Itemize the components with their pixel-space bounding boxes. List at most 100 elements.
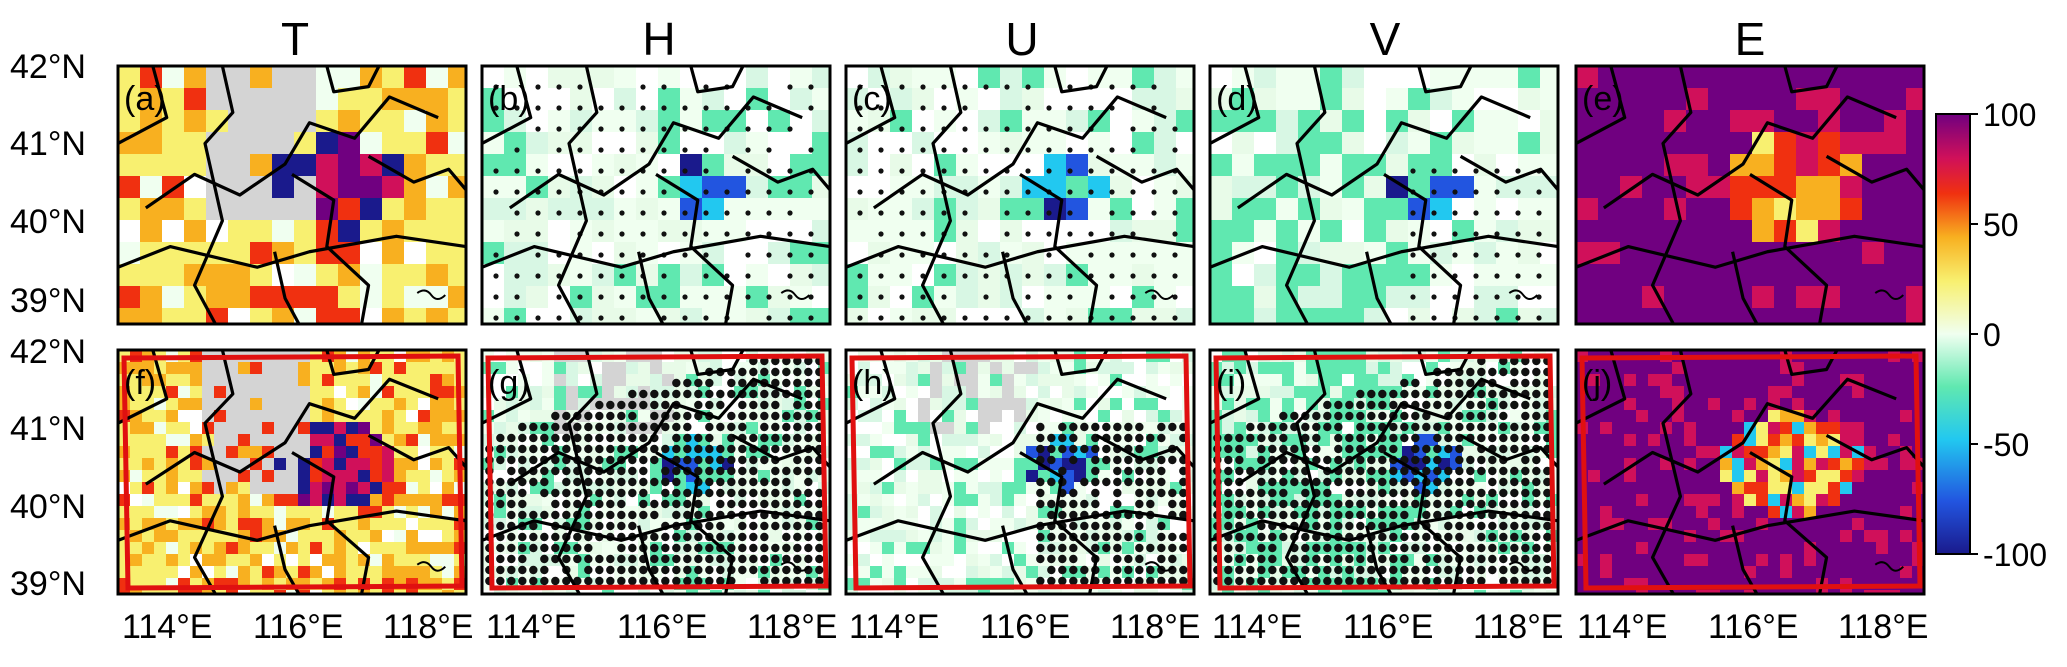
raster-cell [1884, 308, 1906, 324]
raster-cell [1792, 446, 1804, 458]
significance-dot [727, 411, 736, 421]
significance-dot [672, 389, 681, 399]
significance-dot [1536, 315, 1542, 321]
lat-label-41N: 41°N [10, 410, 86, 448]
raster-cell [1510, 590, 1522, 594]
raster-cell [978, 554, 990, 566]
raster-cell [734, 590, 746, 594]
significance-dot [782, 477, 791, 487]
significance-dot [1400, 532, 1409, 542]
raster-cell [382, 176, 404, 198]
significance-dot [1477, 488, 1486, 498]
raster-cell [228, 110, 250, 132]
raster-cell [154, 506, 166, 518]
raster-cell [154, 494, 166, 506]
raster-cell [1756, 362, 1768, 374]
raster-cell [1154, 242, 1176, 264]
raster-cell [166, 494, 178, 506]
significance-dot [1473, 315, 1479, 321]
boundary-line [920, 65, 963, 325]
significance-dot [1069, 565, 1078, 575]
raster-cell [482, 242, 504, 264]
significance-dot [672, 576, 681, 586]
significance-dot [705, 422, 714, 432]
raster-cell [118, 66, 140, 88]
significance-dot [1323, 576, 1332, 586]
raster-cell [1720, 410, 1732, 422]
significance-dot [1477, 543, 1486, 553]
raster-cell [1276, 132, 1298, 154]
significance-dot [672, 543, 681, 553]
raster-cell [526, 132, 548, 154]
raster-cell [978, 446, 990, 458]
significance-dot [661, 576, 670, 586]
significance-dot [1521, 543, 1530, 553]
significance-dot [962, 210, 968, 216]
significance-dot [1257, 433, 1266, 443]
raster-cell [1720, 386, 1732, 398]
significance-dot [1532, 565, 1541, 575]
raster-cell [602, 362, 614, 374]
raster-cell [954, 434, 966, 446]
raster-cell [1342, 66, 1364, 88]
significance-dot [1466, 521, 1475, 531]
significance-dot [766, 252, 772, 258]
significance-dot [529, 521, 538, 531]
raster-cell [184, 88, 206, 110]
significance-dot [1058, 466, 1067, 476]
boundary-line [325, 349, 381, 376]
raster-cell [430, 494, 442, 506]
significance-dot [1004, 315, 1010, 321]
raster-cell [1598, 286, 1620, 308]
raster-cell [636, 110, 658, 132]
significance-dot [1345, 466, 1354, 476]
column-title-T: T [281, 13, 309, 65]
significance-dot [1515, 210, 1521, 216]
significance-dot [766, 315, 772, 321]
raster-cell [1774, 264, 1796, 286]
column-title-U: U [1005, 13, 1038, 65]
significance-dot [598, 168, 604, 174]
significance-dot [683, 576, 692, 586]
significance-dot [1224, 510, 1233, 520]
raster-cell [1884, 220, 1906, 242]
raster-cell [250, 220, 272, 242]
raster-cell [1598, 154, 1620, 176]
raster-cell [578, 386, 590, 398]
raster-cell [882, 422, 894, 434]
raster-cell [346, 494, 358, 506]
raster-cell [1768, 446, 1780, 458]
raster-cell [274, 506, 286, 518]
significance-dot [1301, 554, 1310, 564]
raster-cell [154, 542, 166, 554]
significance-dot [573, 532, 582, 542]
raster-cell [782, 398, 794, 410]
significance-dot [1473, 210, 1479, 216]
significance-dot [1389, 444, 1398, 454]
significance-dot [738, 554, 747, 564]
raster-cell [442, 410, 454, 422]
raster-cell [1320, 242, 1342, 264]
significance-dot [1378, 444, 1387, 454]
significance-dot [738, 521, 747, 531]
significance-dot [899, 168, 905, 174]
significance-dot [782, 411, 791, 421]
raster-cell [1430, 242, 1452, 264]
raster-cell [790, 198, 812, 220]
raster-cell [906, 446, 918, 458]
significance-dot [518, 433, 527, 443]
raster-cell [442, 434, 454, 446]
raster-cell [382, 458, 394, 470]
raster-cell [614, 66, 636, 88]
raster-cell [1708, 242, 1730, 264]
raster-cell [1600, 446, 1612, 458]
significance-dot [716, 499, 725, 509]
significance-dot [727, 389, 736, 399]
raster-cell [1294, 590, 1306, 594]
raster-cell [286, 506, 298, 518]
lon-label-118E: 118°E [1473, 608, 1563, 646]
significance-dot [1499, 444, 1508, 454]
raster-cell [298, 482, 310, 494]
significance-dot [1477, 532, 1486, 542]
significance-dot [782, 466, 791, 476]
